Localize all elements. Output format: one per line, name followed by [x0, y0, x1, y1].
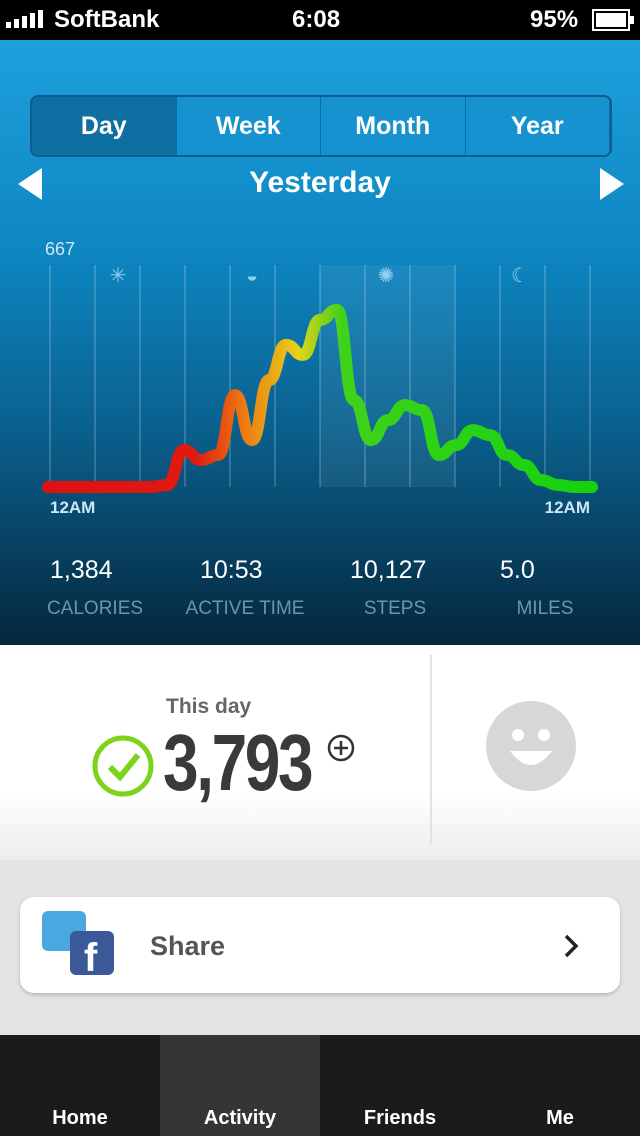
- stat-label: ACTIVE TIME: [185, 598, 305, 619]
- nav-item[interactable]: Home: [52, 1107, 108, 1129]
- activity-header: Day Week Month Year Yesterday 667 ✳ ◒ ✺ ☾ 12AM 1…: [0, 40, 640, 645]
- graph-max-label: 667: [45, 239, 75, 259]
- status-bar: SoftBank 6:08 95%: [0, 0, 640, 40]
- stat-value: 10,127: [350, 556, 427, 584]
- stat-value: 1,384: [50, 556, 113, 584]
- goal-check-icon: [92, 735, 154, 797]
- prev-arrow[interactable]: [18, 168, 44, 200]
- plus-icon[interactable]: [326, 733, 356, 763]
- stat-value: 5.0: [500, 556, 535, 584]
- date-title: Yesterday: [249, 166, 391, 199]
- summary-label: This day: [166, 695, 252, 718]
- activity-graph: 667 ✳ ◒ ✺ ☾ 12AM 12AM: [42, 239, 598, 517]
- time-of-day-icon: ◒: [246, 265, 258, 287]
- time-of-day-icon: ☾: [511, 265, 529, 287]
- signal-icon: [6, 10, 43, 28]
- period-tab[interactable]: Month: [321, 97, 466, 155]
- period-tab[interactable]: Week: [177, 97, 321, 155]
- divider: [430, 655, 432, 845]
- social-icons: f: [42, 911, 114, 979]
- period-tabs: Day Week Month Year: [30, 95, 612, 157]
- activity-line: [42, 303, 598, 493]
- stat-label: CALORIES: [46, 598, 144, 619]
- period-tab[interactable]: Day: [32, 97, 177, 155]
- next-arrow[interactable]: [598, 168, 624, 200]
- nav-item[interactable]: Friends: [363, 1107, 437, 1129]
- period-tab[interactable]: Year: [466, 97, 610, 155]
- x-axis-label: 12AM: [545, 498, 590, 517]
- x-axis-label: 12AM: [50, 498, 95, 517]
- chevron: [564, 934, 579, 958]
- nav-item[interactable]: Me: [546, 1107, 574, 1129]
- nav-item[interactable]: Activity: [160, 1035, 320, 1136]
- smiley-icon: [486, 701, 576, 791]
- stat-label: STEPS: [363, 598, 427, 619]
- time-of-day-icon: ✺: [378, 265, 395, 287]
- share-label: Share: [150, 931, 226, 961]
- battery-level: 95%: [530, 6, 579, 33]
- tab-bar: Home Activity Friends Me: [0, 1035, 640, 1136]
- clock: 6:08: [292, 6, 341, 33]
- fuel-points: 3,793: [163, 718, 314, 807]
- summary-card: This day 3,793: [0, 645, 640, 860]
- stat-value: 10:53: [200, 556, 263, 584]
- share-button[interactable]: f Share: [20, 897, 620, 993]
- svg-text:f: f: [84, 936, 98, 979]
- time-of-day-icon: ✳: [110, 265, 127, 287]
- battery-icon: [592, 9, 634, 31]
- carrier: SoftBank: [54, 6, 160, 33]
- stat-label: MILES: [516, 598, 574, 619]
